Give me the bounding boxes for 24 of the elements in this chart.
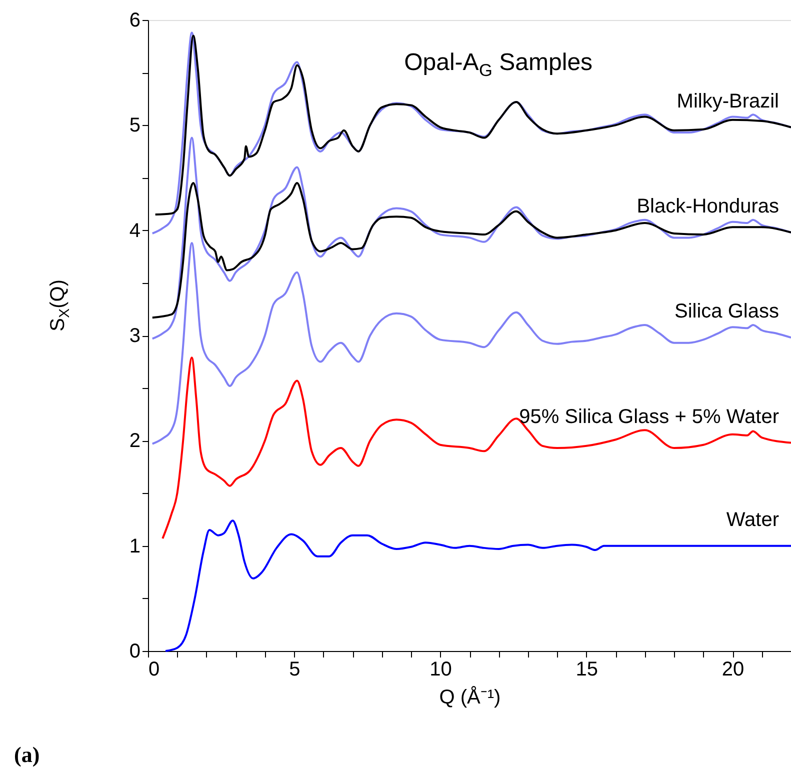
y-tick-label: 4 [129, 220, 140, 242]
line-series [151, 182, 791, 319]
y-axis-title: SX(Q) [47, 279, 74, 332]
x-tick-label: 10 [430, 658, 452, 680]
series-label: 95% Silica Glass + 5% Water [519, 406, 780, 428]
y-tick-label: 2 [129, 430, 140, 452]
x-tick-label: 5 [289, 658, 300, 680]
series-label: Silica Glass [674, 300, 779, 323]
x-tick-label: 0 [148, 658, 160, 680]
line-series [151, 136, 791, 340]
y-tick-label: 0 [129, 640, 140, 662]
series-label: Milky-Brazil [676, 90, 779, 112]
y-tick-label: 5 [129, 114, 140, 137]
line-series [151, 242, 791, 445]
text: (a) [14, 742, 40, 767]
series-label: Water [726, 508, 780, 531]
y-tick-label: 1 [129, 535, 140, 558]
y-tick-label: 6 [129, 10, 140, 32]
line-series [162, 356, 791, 540]
series-label: Black-Honduras [636, 195, 779, 218]
x-tick-label: 20 [722, 658, 744, 680]
y-tick-label: 3 [129, 325, 140, 347]
x-tick-label: 15 [576, 658, 598, 680]
x-axis-title: Q (Å⁻¹) [439, 686, 501, 708]
